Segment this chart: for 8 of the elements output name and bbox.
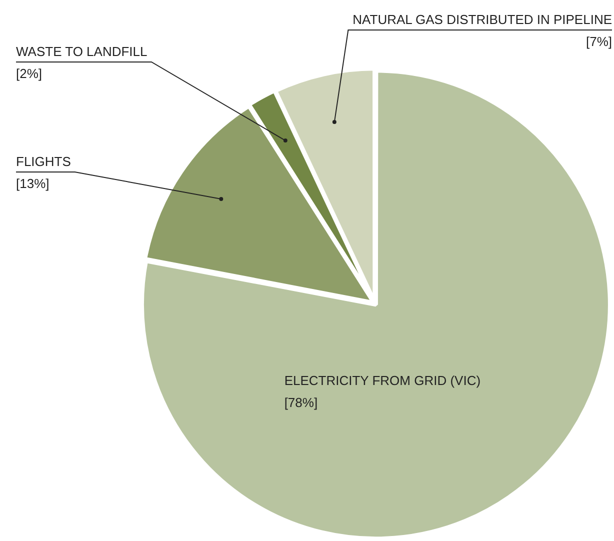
slice-label: NATURAL GAS DISTRIBUTED IN PIPELINE: [352, 12, 612, 27]
slice-label: FLIGHTS: [16, 154, 72, 169]
data-label: [2%]: [16, 66, 42, 81]
slice-label: ELECTRICITY FROM GRID (VIC): [284, 372, 481, 388]
data-label: [13%]: [16, 176, 50, 191]
slice-label: WASTE TO LANDFILL: [16, 44, 148, 59]
data-label: [7%]: [586, 34, 612, 49]
data-label: [78%]: [284, 394, 318, 410]
